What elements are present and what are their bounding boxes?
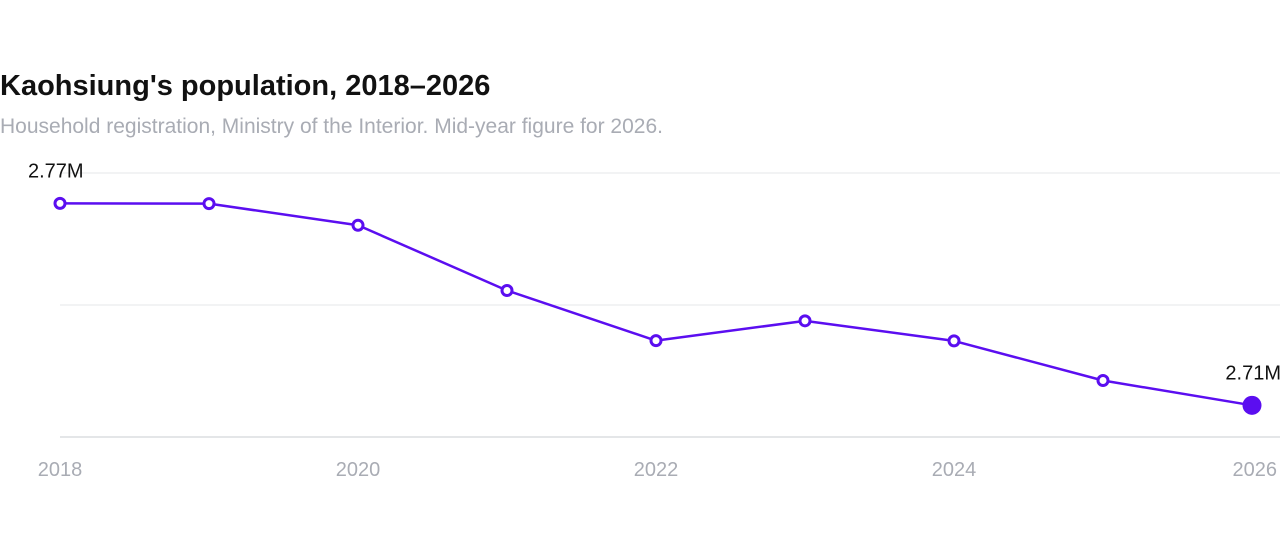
value-label-2026: 2.71M [1225, 362, 1280, 384]
data-point-2019 [202, 197, 216, 211]
data-point-2025 [1096, 374, 1110, 388]
x-tick-label-2024: 2024 [932, 459, 977, 481]
data-point-2022 [649, 334, 663, 348]
x-tick-label-2022: 2022 [634, 459, 679, 481]
data-point-2023 [798, 314, 812, 328]
chart-subtitle: Household registration, Ministry of the … [0, 115, 663, 138]
data-point-2018 [53, 196, 67, 210]
data-point-2024 [947, 334, 961, 348]
data-point-highlight-2026 [1242, 395, 1262, 415]
x-tick-label-2026: 2026 [1233, 459, 1278, 481]
value-label-2018: 2.77M [28, 160, 84, 182]
data-point-2020 [351, 218, 365, 232]
chart-title: Kaohsiung's population, 2018–2026 [0, 70, 491, 102]
x-tick-label-2020: 2020 [336, 459, 381, 481]
series-line-0 [58, 202, 1254, 407]
data-point-2021 [500, 283, 514, 297]
x-tick-label-2018: 2018 [38, 459, 83, 481]
